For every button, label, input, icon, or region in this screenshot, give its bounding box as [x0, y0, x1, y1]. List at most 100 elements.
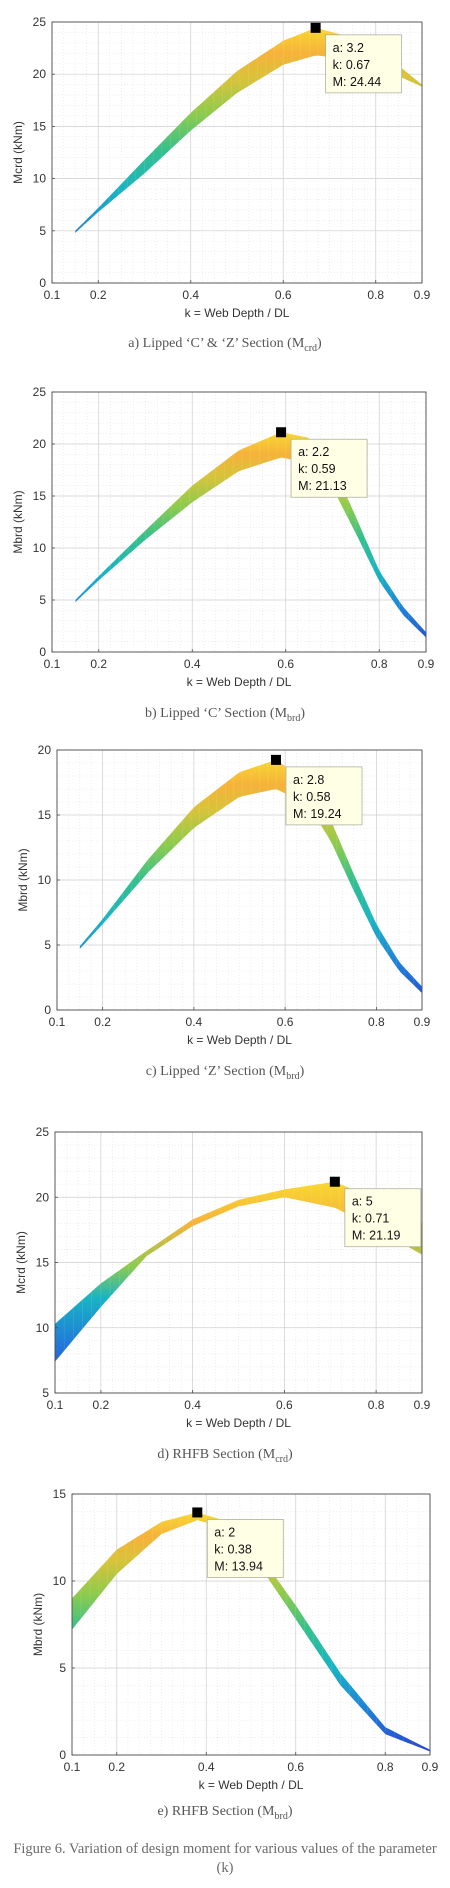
caption-e: e) RHFB Section (Mbrd): [157, 1804, 293, 1822]
datatip-a-value: a: 5: [352, 1195, 373, 1209]
x-tick-label: 0.9: [414, 288, 431, 302]
datatip-box: [206, 1519, 284, 1578]
datatip-box: [344, 1188, 422, 1248]
y-tick-label: 5: [44, 938, 51, 952]
x-tick-label: 0.6: [275, 288, 292, 302]
surface-band: [55, 1181, 422, 1362]
axes-box: [71, 1493, 431, 1756]
x-tick-label: 0.2: [93, 1398, 110, 1412]
x-tick-label: 0.2: [108, 1760, 125, 1774]
x-tick-label: 0.8: [367, 288, 384, 302]
datatip-k-value: k: 0.38: [214, 1542, 252, 1556]
x-axis-label: k = Web Depth / DL: [185, 306, 290, 320]
datatip-M-value: M: 24.44: [333, 75, 382, 89]
x-tick-label: 0.8: [377, 1760, 394, 1774]
y-tick-label: 15: [33, 119, 47, 133]
datatip-a-value: a: 2.2: [298, 445, 329, 459]
datatip-marker: [310, 22, 321, 33]
x-tick-label: 0.6: [277, 657, 294, 671]
y-tick-label: 20: [33, 437, 47, 451]
datatip-k-value: k: 0.59: [298, 462, 336, 476]
caption-b: b) Lipped ‘C’ Section (Mbrd): [144, 706, 306, 724]
x-tick-label: 0.1: [64, 1760, 81, 1774]
caption-d: d) RHFB Section (Mcrd): [157, 1447, 293, 1465]
y-tick-label: 20: [36, 1190, 50, 1204]
x-tick-label: 0.6: [277, 1015, 294, 1029]
x-tick-label: 0.4: [184, 657, 201, 671]
y-tick-label: 0: [59, 1748, 66, 1762]
y-tick-label: 10: [33, 172, 47, 186]
axes-box: [51, 391, 427, 653]
x-tick-label: 0.2: [94, 1015, 111, 1029]
chart-4: 0.1 0.2 0.4 0.6 0.8 0.9 0 5 10 15 k = Web Depth / …: [31, 1487, 439, 1792]
y-tick-label: 15: [53, 1487, 67, 1501]
datatip-M-value: M: 21.19: [352, 1229, 401, 1243]
x-tick-label: 0.4: [184, 1398, 201, 1412]
datatip-k-value: k: 0.67: [333, 58, 371, 72]
x-axis-label: k = Web Depth / DL: [187, 675, 292, 689]
datatip-a-value: a: 2: [214, 1525, 235, 1539]
datatip-a-value: a: 3.2: [333, 41, 364, 55]
x-tick-label: 0.6: [287, 1760, 304, 1774]
y-axis-label: Mbrd (kNm): [16, 848, 30, 911]
axes-box: [51, 21, 423, 284]
x-tick-label: 0.4: [198, 1760, 215, 1774]
datatip-box: [325, 34, 403, 94]
y-tick-label: 10: [53, 1574, 67, 1588]
x-tick-label: 0.1: [47, 1398, 64, 1412]
surface-band: [75, 28, 422, 233]
datatip-box: [285, 766, 363, 826]
figure-caption: Figure 6. Variation of design moment for…: [13, 1841, 437, 1876]
x-tick-label: 0.4: [186, 1015, 203, 1029]
datatip-M-value: M: 13.94: [214, 1559, 263, 1573]
datatip-k-value: k: 0.58: [293, 790, 331, 804]
y-tick-label: 0: [39, 276, 46, 290]
y-tick-label: 5: [59, 1661, 66, 1675]
x-tick-label: 0.9: [418, 657, 435, 671]
datatip-M-value: M: 21.13: [298, 479, 347, 493]
x-tick-label: 0.9: [422, 1760, 439, 1774]
y-axis-label: Mbrd (kNm): [11, 490, 25, 553]
x-tick-label: 0.1: [49, 1015, 66, 1029]
x-tick-label: 0.2: [90, 657, 107, 671]
datatip-marker: [192, 1507, 203, 1518]
x-tick-label: 0.8: [368, 1015, 385, 1029]
surface-band: [79, 760, 422, 994]
y-axis-label: Mcrd (kNm): [14, 1231, 28, 1294]
x-tick-label: 0.6: [276, 1398, 293, 1412]
y-tick-label: 10: [33, 541, 47, 555]
y-tick-label: 25: [36, 1125, 50, 1139]
chart-1: 0.1 0.2 0.4 0.6 0.8 0.9 0 5 10 15 20 25 k = Web Dept…: [11, 385, 435, 689]
datatip-box: [290, 438, 368, 498]
datatip-M-value: M: 19.24: [293, 807, 342, 821]
y-tick-label: 10: [36, 1321, 50, 1335]
x-axis-label: k = Web Depth / DL: [199, 1778, 304, 1792]
x-tick-label: 0.2: [90, 288, 107, 302]
chart-3: 0.1 0.2 0.4 0.6 0.8 0.9 5 10 15 20 25 k = Web Depth…: [14, 1125, 431, 1430]
x-tick-label: 0.9: [414, 1398, 431, 1412]
x-tick-label: 0.8: [371, 657, 388, 671]
datatip-a-value: a: 2.8: [293, 773, 324, 787]
x-tick-label: 0.1: [44, 288, 61, 302]
x-tick-label: 0.1: [44, 657, 61, 671]
datatip-k-value: k: 0.71: [352, 1212, 390, 1226]
y-tick-label: 20: [33, 67, 47, 81]
x-tick-label: 0.8: [368, 1398, 385, 1412]
x-axis-label: k = Web Depth / DL: [187, 1033, 292, 1047]
y-tick-label: 15: [38, 808, 52, 822]
y-tick-label: 5: [42, 1386, 49, 1400]
y-tick-label: 5: [39, 593, 46, 607]
y-axis-label: Mbrd (kNm): [31, 1593, 45, 1656]
caption-a: a) Lipped ‘C’ & ‘Z’ Section (Mcrd): [128, 336, 322, 354]
x-axis-label: k = Web Depth / DL: [186, 1416, 291, 1430]
caption-c: c) Lipped ‘Z’ Section (Mbrd): [145, 1064, 305, 1082]
datatip-marker: [276, 427, 287, 438]
y-tick-label: 10: [38, 873, 52, 887]
y-tick-label: 25: [33, 385, 47, 399]
y-axis-label: Mcrd (kNm): [11, 121, 25, 184]
x-tick-label: 0.9: [414, 1015, 431, 1029]
chart-0: 0.1 0.2 0.4 0.6 0.8 0.9 0 5 10 15 20 25 k = Web Dept…: [11, 15, 431, 320]
chart-2: 0.1 0.2 0.4 0.6 0.8 0.9 0 5 10 15 20 k = Web Depth …: [16, 743, 431, 1047]
